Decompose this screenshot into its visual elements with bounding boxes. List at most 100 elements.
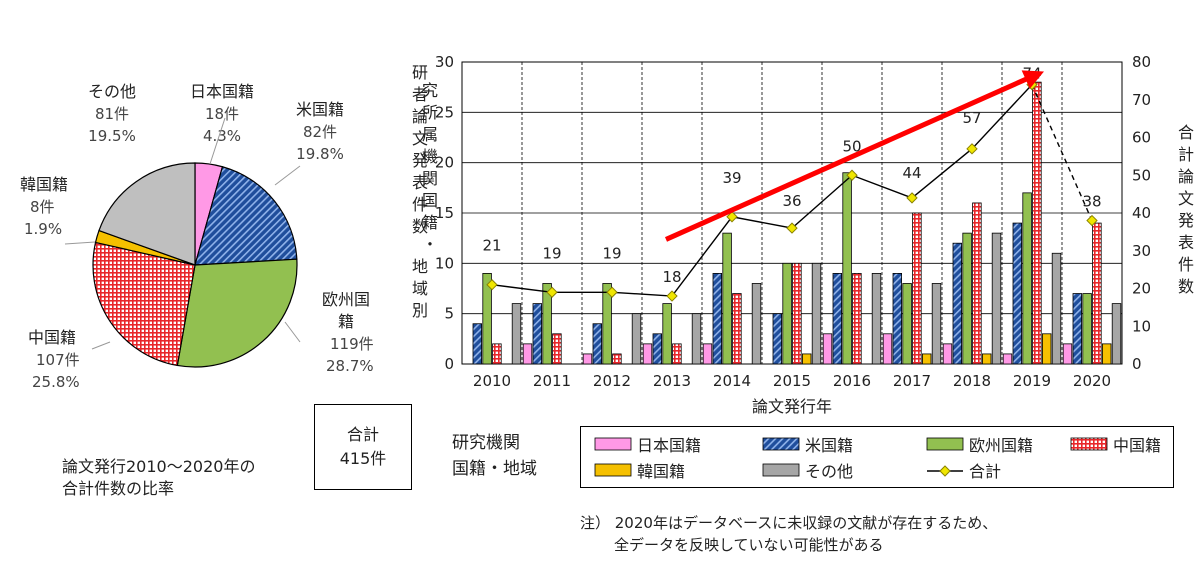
pie-label-pct: 4.3% <box>203 127 241 145</box>
pie-label-pct: 25.8% <box>32 373 80 391</box>
bar <box>982 353 992 365</box>
bar <box>1062 343 1073 365</box>
y2-axis-title-char: 計 <box>1178 145 1194 164</box>
bar <box>822 333 833 365</box>
trend-arrow <box>664 75 1032 242</box>
y2-axis-title-char: 発 <box>1178 211 1194 230</box>
x-axis-title: 論文発行年 <box>752 397 832 416</box>
total-data-label: 50 <box>842 137 861 155</box>
trend-arrow-head <box>1021 70 1044 89</box>
pie-label-name: 米国籍 <box>296 100 344 119</box>
total-data-label: 36 <box>782 192 801 210</box>
legend-swatch <box>762 463 800 477</box>
plot-frame <box>461 61 1123 365</box>
y-axis-title-char: ・ <box>422 235 438 254</box>
y-axis-title-char: 論 <box>412 107 428 126</box>
total-marker <box>846 169 858 181</box>
pie-label-name: 欧州国 <box>322 290 370 309</box>
y-tick-label: 30 <box>435 53 454 71</box>
legend-swatch <box>762 437 800 451</box>
legend-title: 研究機関 国籍・地域 <box>452 430 537 482</box>
bar <box>702 343 713 365</box>
bar <box>612 353 622 365</box>
legend-swatch <box>1070 437 1108 451</box>
pie-slice <box>194 166 298 266</box>
total-line <box>491 84 1033 297</box>
pie-slice <box>98 162 196 266</box>
bar <box>902 283 912 365</box>
pie-label-pct: 19.5% <box>88 127 136 145</box>
bar <box>691 313 702 365</box>
y-axis-title-char: 数 <box>412 217 428 236</box>
y-axis-title-char: 者 <box>412 85 428 104</box>
total-data-label: 19 <box>542 244 561 262</box>
total-marker <box>546 286 558 298</box>
x-tick-label: 2010 <box>473 372 511 390</box>
pie-label-count: 8件 <box>30 198 55 216</box>
pie-label-count: 119件 <box>330 335 374 353</box>
bar <box>1082 293 1092 365</box>
y2-tick-label: 50 <box>1132 166 1151 184</box>
y-tick-label: 15 <box>435 204 454 222</box>
bar-chart: 2119191839365044577438 05101520253001020… <box>412 53 1194 416</box>
y-tick-label: 0 <box>444 355 454 373</box>
pie-label-count: 82件 <box>303 123 337 141</box>
y2-axis-title-char: 数 <box>1178 277 1194 296</box>
bar <box>1111 303 1122 365</box>
pie-label-pct: 1.9% <box>24 220 62 238</box>
y-axis-title-char: 域 <box>412 279 428 298</box>
note: 注） 2020年はデータベースに未収録の文献が存在するため、 全データを反映して… <box>580 512 997 556</box>
bar <box>1022 192 1032 365</box>
legend-swatch <box>926 437 964 451</box>
pie-leader-line <box>91 341 111 350</box>
pie-caption-line: 論文発行2010～2020年の <box>62 457 256 476</box>
bar <box>662 303 672 365</box>
pie-leader-line <box>64 241 96 245</box>
y2-tick-label: 60 <box>1132 129 1151 147</box>
pie-caption-line: 合計件数の比率 <box>62 479 175 498</box>
y-tick-label: 20 <box>435 154 454 172</box>
total-marker <box>486 279 498 291</box>
bar <box>751 283 762 365</box>
x-tick-label: 2019 <box>1013 372 1051 390</box>
y-tick-label: 25 <box>435 103 454 121</box>
legend-label: 中国籍 <box>1113 436 1161 455</box>
total-data-label: 21 <box>482 237 501 255</box>
total-box-label: 合計 <box>346 425 379 444</box>
pie-label-name: 日本国籍 <box>190 82 254 101</box>
total-data-label: 44 <box>902 164 921 182</box>
x-tick-label: 2014 <box>713 372 751 390</box>
x-tick-label: 2015 <box>773 372 811 390</box>
bar <box>931 283 942 365</box>
legend-title-line: 研究機関 <box>452 433 520 453</box>
y-axis-title-char: 国 <box>422 191 438 210</box>
y-axis-title-char: 属 <box>422 125 438 144</box>
x-tick-label: 2020 <box>1073 372 1111 390</box>
x-tick-label: 2018 <box>953 372 991 390</box>
pie-leader-line <box>274 165 301 186</box>
bar <box>1012 222 1023 365</box>
pie-label-name: 中国籍 <box>28 328 76 347</box>
bar <box>1102 343 1112 365</box>
y2-tick-label: 70 <box>1132 91 1151 109</box>
bar <box>892 272 903 365</box>
bar <box>1051 252 1062 365</box>
total-marker <box>906 192 918 204</box>
bar <box>602 283 612 365</box>
legend-label: 欧州国籍 <box>969 436 1033 455</box>
pie-label-pct: 19.8% <box>296 145 344 163</box>
bar <box>962 232 972 365</box>
pie-slice <box>176 258 298 368</box>
legend-swatch <box>594 437 632 451</box>
y-axis-title-char: 地 <box>412 257 428 276</box>
total-data-label: 38 <box>1082 193 1101 211</box>
pie-label-name: その他 <box>88 82 136 101</box>
bar <box>832 272 843 365</box>
bar <box>772 313 783 365</box>
y-axis-title-char: 関 <box>422 169 438 188</box>
pie-label-pct: 28.7% <box>326 357 374 375</box>
total-marker <box>786 222 798 234</box>
legend-title-line: 国籍・地域 <box>452 459 537 479</box>
total-box-value: 415件 <box>339 449 387 468</box>
